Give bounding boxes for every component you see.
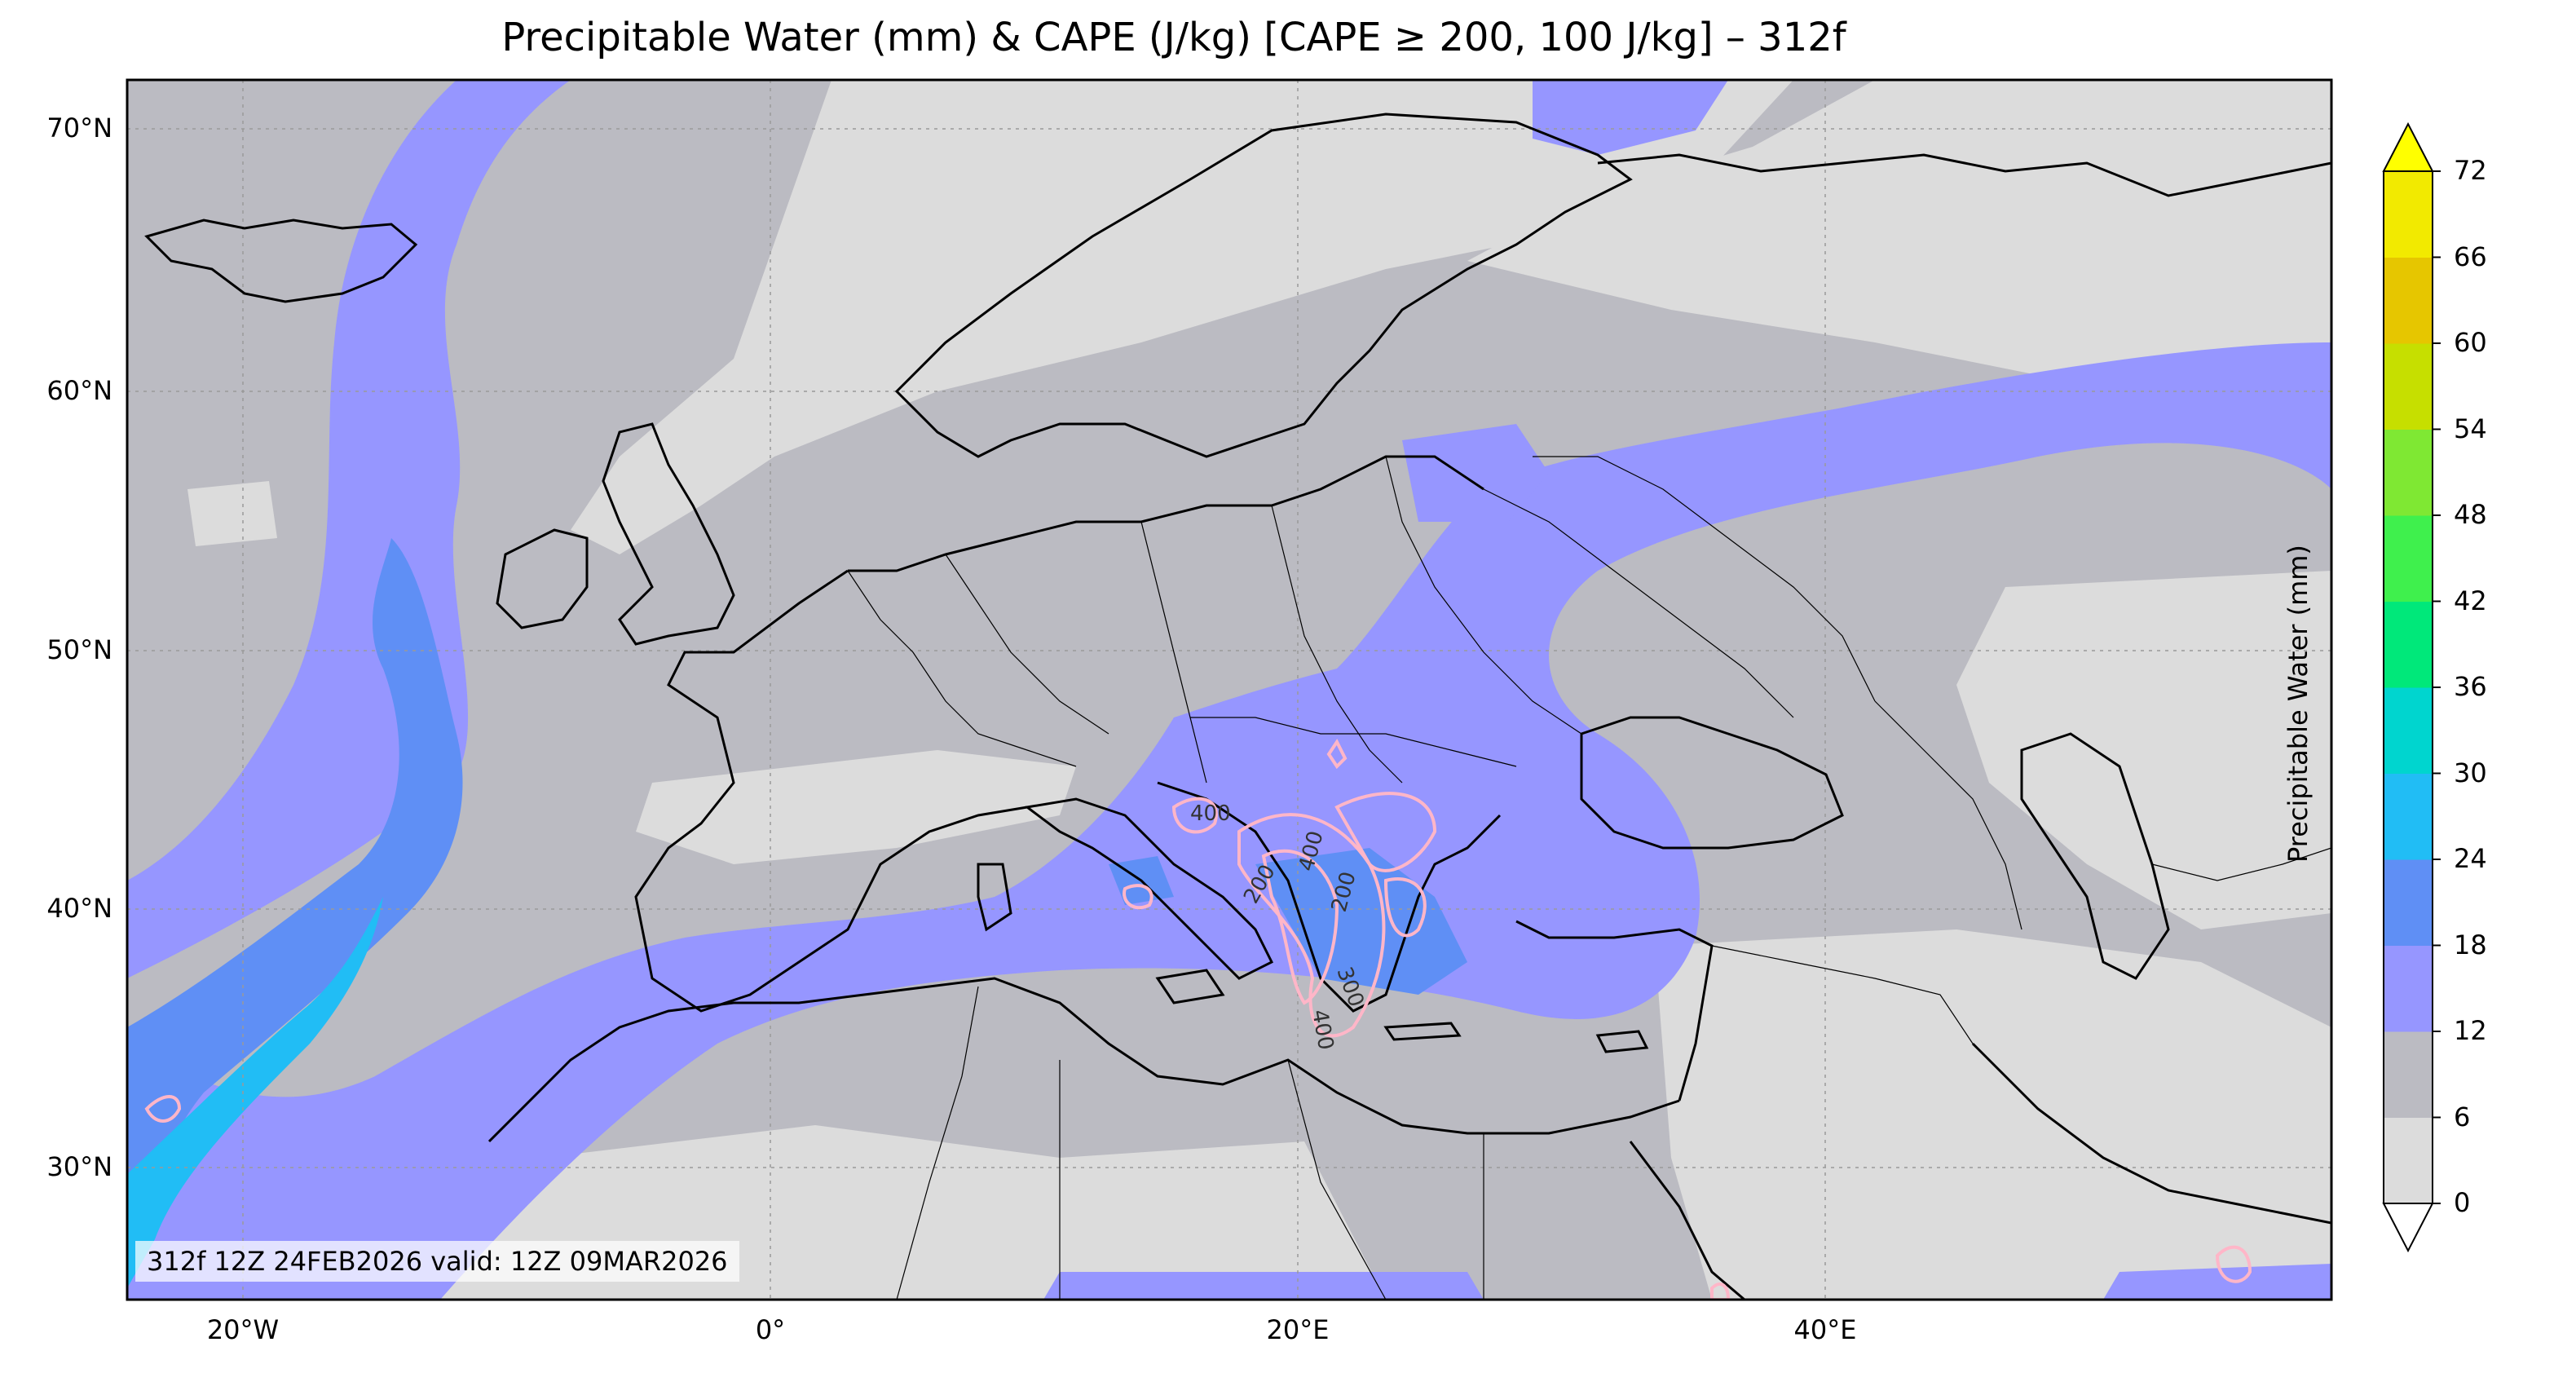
lat-label: 40°N xyxy=(46,893,112,924)
colorbar-segment xyxy=(2384,343,2433,430)
graticule xyxy=(127,80,2331,1300)
colorbar-tick-label: 60 xyxy=(2454,327,2487,358)
colorbar-segment xyxy=(2384,1031,2433,1118)
colorbar-tick-label: 72 xyxy=(2454,155,2487,186)
colorbar-segment xyxy=(2384,257,2433,344)
lon-label: 20°E xyxy=(1266,1314,1330,1345)
coastlines xyxy=(144,113,2331,1300)
coast-cyprus xyxy=(1595,1030,1649,1053)
lat-label: 70°N xyxy=(46,113,112,143)
colorbar-high-extension xyxy=(2382,121,2434,172)
coast-europe-west xyxy=(634,455,1484,1013)
coast-crete xyxy=(1383,1022,1462,1041)
colorbar-tick-label: 54 xyxy=(2454,413,2487,444)
lon-label: 40°E xyxy=(1793,1314,1857,1345)
colorbar-frame xyxy=(2383,170,2433,1204)
colorbar-segment xyxy=(2384,171,2433,258)
coast-italy xyxy=(1024,797,1274,980)
pw-zone-24-30 xyxy=(127,897,383,1288)
colorbar-tick-label: 42 xyxy=(2454,585,2487,616)
map-frame xyxy=(126,78,2333,1301)
map-panel: 400 200 400 200 300 400 xyxy=(127,80,2331,1300)
coast-levant xyxy=(1515,920,1714,1101)
coast-north-africa xyxy=(487,977,1680,1143)
coast-britain xyxy=(602,422,735,646)
lat-label: 60°N xyxy=(46,375,112,406)
colorbar-tick-label: 0 xyxy=(2454,1187,2471,1218)
colorbar-segment xyxy=(2384,515,2433,602)
colorbar-segment xyxy=(2384,859,2433,946)
colorbar-segment xyxy=(2384,1117,2433,1204)
cape-label: 400 xyxy=(1190,801,1231,826)
colorbar-tick-label: 36 xyxy=(2454,671,2487,702)
coast-balkans-greece xyxy=(1157,781,1502,1013)
lat-label: 30°N xyxy=(46,1151,112,1182)
coast-black-sea xyxy=(1580,716,1844,850)
colorbar xyxy=(2382,121,2441,1253)
colorbar-segment xyxy=(2384,773,2433,860)
colorbar-segment xyxy=(2384,687,2433,774)
cape-contours xyxy=(144,739,2252,1300)
valid-time-box: 312f 12Z 24FEB2026 valid: 12Z 09MAR2026 xyxy=(135,1241,739,1282)
colorbar-tick-label: 6 xyxy=(2454,1101,2471,1132)
colorbar-tick-label: 66 xyxy=(2454,241,2487,272)
colorbar-tick-label: 18 xyxy=(2454,929,2487,960)
colorbar-low-extension xyxy=(2382,1203,2434,1253)
coast-sicily xyxy=(1155,969,1225,1004)
colorbar-segment xyxy=(2384,429,2433,516)
colorbar-tick-label: 24 xyxy=(2454,843,2487,874)
colorbar-tick-label: 48 xyxy=(2454,499,2487,530)
coast-caspian xyxy=(2020,732,2170,980)
lat-label: 50°N xyxy=(46,634,112,665)
colorbar-segment xyxy=(2384,601,2433,688)
lon-label: 0° xyxy=(755,1314,786,1345)
pw-zone-0-6 xyxy=(127,80,2331,1300)
coast-ireland xyxy=(496,528,589,629)
coast-sardinia xyxy=(977,863,1012,932)
lon-label: 20°W xyxy=(206,1314,280,1345)
coast-scandinavia xyxy=(894,113,1633,458)
colorbar-segment xyxy=(2384,945,2433,1032)
colorbar-tick-label: 12 xyxy=(2454,1015,2487,1046)
coast-iceland xyxy=(144,219,418,303)
country-borders xyxy=(847,456,2331,1300)
coast-red-sea xyxy=(1629,1141,1745,1300)
colorbar-label: Precipitable Water (mm) xyxy=(2283,545,2314,863)
coast-persian-gulf xyxy=(1971,1042,2331,1225)
colorbar-tick-label: 30 xyxy=(2454,757,2487,788)
coast-arctic xyxy=(1597,153,2331,197)
chart-title: Precipitable Water (mm) & CAPE (J/kg) [C… xyxy=(501,15,1846,60)
